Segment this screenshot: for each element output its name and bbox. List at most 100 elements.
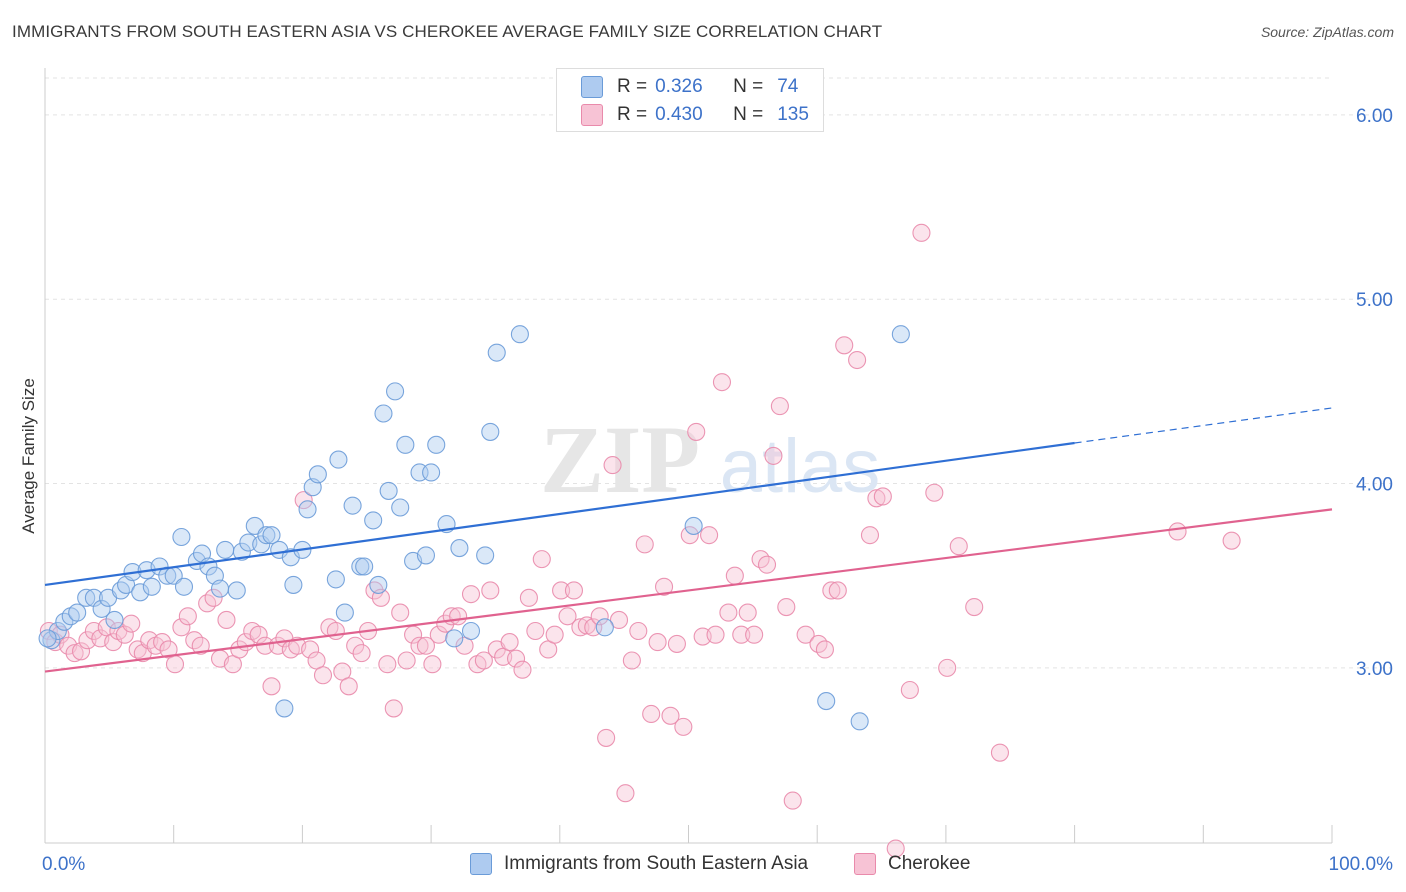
- cherokee-point: [191, 636, 210, 655]
- cherokee-point: [313, 666, 333, 685]
- sea-point: [92, 599, 111, 618]
- sea-point: [111, 581, 130, 600]
- sea-point: [374, 404, 393, 423]
- sea-point: [298, 500, 317, 519]
- cherokee-point: [680, 526, 699, 545]
- cherokee-point: [912, 223, 931, 242]
- cherokee-point: [416, 636, 436, 655]
- bottom-legend-cherokee: Cherokee: [854, 852, 970, 876]
- sea-point: [174, 577, 194, 596]
- cherokee-point: [725, 566, 744, 585]
- legend-r-label: R =: [617, 76, 648, 97]
- sea-point: [48, 621, 67, 641]
- cherokee-point: [397, 651, 416, 670]
- sea-point: [684, 516, 703, 535]
- cherokee-point: [706, 625, 725, 644]
- sea-point: [343, 496, 362, 515]
- cherokee-point: [835, 336, 854, 355]
- sea-point: [131, 583, 150, 602]
- cherokee-point: [783, 791, 802, 810]
- cherokee-point: [777, 597, 796, 617]
- cherokee-point: [172, 618, 191, 637]
- sea-point: [232, 542, 251, 561]
- bottom-legend-swatch-blue: [470, 853, 492, 875]
- sea-point: [68, 603, 87, 622]
- y-tick-labels: 3.00 4.00 5.00 6.00: [1356, 106, 1393, 680]
- sea-point: [355, 557, 374, 576]
- legend-n-value: 74: [777, 76, 799, 97]
- cherokee-point: [965, 597, 984, 617]
- cherokee-point: [294, 491, 313, 510]
- y-tick-label: 3.00: [1356, 659, 1393, 680]
- cherokee-point: [597, 728, 616, 747]
- cherokee-point: [822, 581, 841, 600]
- bottom-legend-label-sea: Immigrants from South Eastern Asia: [504, 853, 809, 874]
- sea-point: [379, 481, 398, 500]
- cherokee-point: [661, 706, 680, 725]
- cherokee-point: [461, 585, 481, 604]
- sea-point: [891, 325, 910, 344]
- sea-point: [38, 629, 57, 648]
- sea-point: [510, 325, 529, 344]
- sea-point: [817, 692, 836, 711]
- sea-point: [257, 526, 276, 545]
- cherokee-point: [745, 625, 764, 644]
- cherokee-point: [71, 642, 91, 661]
- sea-point: [487, 343, 506, 362]
- sea-point: [850, 712, 869, 731]
- cherokee-point: [429, 625, 448, 644]
- sea-point: [142, 577, 161, 596]
- cherokee-point: [513, 660, 532, 679]
- cherokee-point: [519, 588, 538, 607]
- legend-swatch-blue: [581, 76, 603, 98]
- cherokee-point: [474, 651, 493, 670]
- sea-point: [416, 546, 436, 565]
- sea-point: [329, 450, 348, 469]
- sea-point: [275, 699, 294, 718]
- y-axis-label: Average Family Size: [19, 378, 38, 534]
- legend-n-label: N =: [733, 104, 764, 125]
- cherokee-point: [815, 640, 834, 659]
- legend-n-value: 135: [777, 104, 809, 125]
- legend-r-label: R =: [617, 104, 648, 125]
- cherokee-point: [230, 640, 249, 659]
- sea-point: [450, 539, 469, 558]
- cherokee-point: [378, 655, 397, 674]
- cherokee-point: [423, 655, 442, 674]
- cherokee-point: [500, 633, 519, 652]
- sea-point: [476, 546, 495, 565]
- sea-point: [172, 527, 191, 547]
- y-tick-label: 5.00: [1356, 290, 1393, 311]
- legend-row-cherokee: R = 0.430 N = 135: [581, 104, 809, 126]
- cherokee-point: [590, 607, 609, 626]
- cherokee-point: [622, 651, 641, 670]
- cherokee-point: [860, 526, 880, 545]
- cherokee-point: [629, 621, 648, 641]
- sea-point: [262, 526, 281, 545]
- watermark: ZIP atlas: [540, 406, 880, 513]
- cherokee-point: [165, 655, 185, 674]
- cherokee-point: [764, 446, 783, 465]
- cherokee-point: [153, 633, 172, 652]
- cherokee-point: [384, 699, 403, 718]
- sea-point: [210, 579, 230, 598]
- legend: R = 0.326 N = 74 R = 0.430 N = 135: [556, 68, 824, 132]
- cherokee-point: [828, 581, 847, 600]
- y-tick-label: 4.00: [1356, 475, 1393, 496]
- bottom-legend-sea: Immigrants from South Eastern Asia: [470, 852, 808, 876]
- cherokee-point: [732, 625, 751, 644]
- sea-regression-extension: [1074, 407, 1333, 444]
- watermark-atlas: atlas: [720, 424, 881, 509]
- regression-lines: [44, 407, 1333, 673]
- cherokee-point: [738, 603, 757, 622]
- sea-point: [351, 557, 370, 576]
- sea-point: [386, 382, 405, 401]
- sea-point: [391, 498, 410, 517]
- cherokee-point: [687, 422, 706, 441]
- y-tick-label: 6.00: [1356, 106, 1393, 127]
- cherokee-point: [609, 610, 629, 630]
- sea-point: [335, 603, 354, 622]
- sea-regression-line: [44, 441, 1075, 587]
- series-sea-points: [38, 325, 910, 731]
- legend-r-value: 0.326: [655, 76, 703, 97]
